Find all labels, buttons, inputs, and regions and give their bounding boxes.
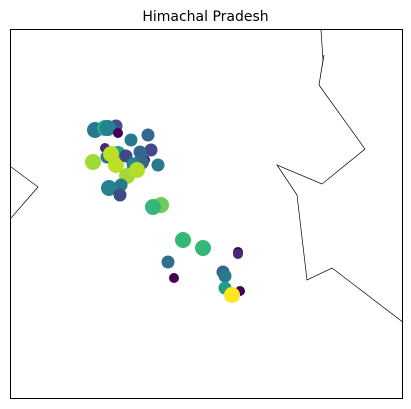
district-marker	[145, 199, 161, 215]
border-east	[277, 30, 403, 323]
district-marker	[85, 154, 101, 170]
district-marker	[113, 128, 123, 138]
district-marker	[142, 129, 155, 142]
state-borders	[11, 30, 403, 323]
district-marker	[129, 162, 145, 178]
district-marker	[175, 232, 191, 248]
border-west	[11, 167, 38, 218]
district-marker	[224, 287, 240, 303]
district-marker	[162, 256, 175, 269]
district-marker	[145, 144, 158, 157]
district-marker	[233, 249, 243, 259]
district-marker	[169, 273, 179, 283]
district-marker	[152, 159, 165, 172]
district-marker	[125, 134, 138, 147]
district-marker	[195, 240, 211, 256]
map-canvas	[11, 30, 403, 399]
district-marker	[114, 189, 127, 202]
map-frame	[10, 29, 403, 399]
district-points	[85, 120, 245, 304]
district-marker	[219, 270, 232, 283]
map-title: Himachal Pradesh	[0, 8, 411, 26]
